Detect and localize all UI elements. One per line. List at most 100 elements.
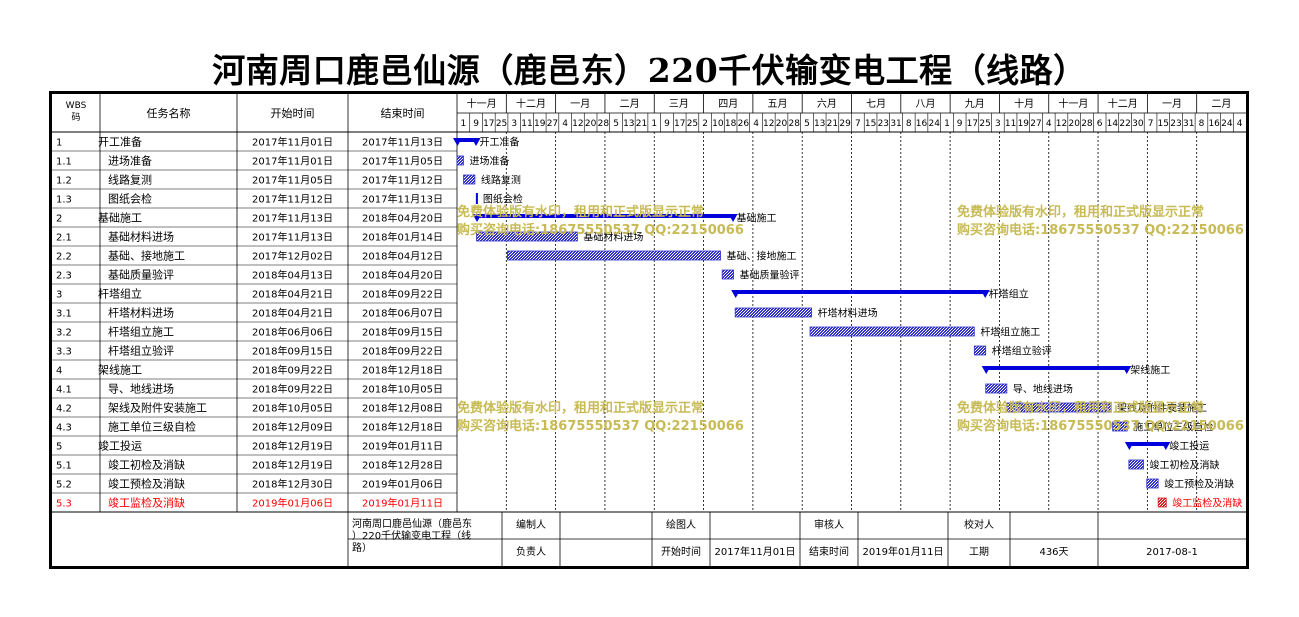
task-end: 2018年10月05日	[362, 383, 443, 396]
task-start: 2017年11月13日	[252, 212, 333, 225]
day-label: 24	[1221, 119, 1233, 129]
bar-label: 竣工投运	[1169, 440, 1209, 453]
task-name: 基础质量验评	[108, 268, 174, 282]
month-label: 八月	[915, 98, 935, 110]
watermark-line: 免费体验版有水印，租用和正式版显示正常	[957, 204, 1204, 220]
day-label: 20	[585, 119, 597, 129]
task-start: 2018年09月15日	[252, 345, 333, 358]
task-name: 图纸会检	[108, 192, 152, 206]
day-label: 3	[511, 119, 517, 129]
bar-label: 导、地线进场	[1013, 383, 1073, 396]
task-bar	[1006, 402, 1112, 413]
page-title: 河南周口鹿邑仙源（鹿邑东）220千伏输变电工程（线路）	[212, 51, 1087, 90]
task-end: 2019年01月06日	[362, 478, 443, 491]
task-start: 2018年04月21日	[252, 288, 333, 301]
month-label: 七月	[866, 98, 886, 110]
milestone-marker	[475, 193, 478, 204]
summary-bar	[985, 366, 1128, 370]
day-label: 4	[1046, 119, 1052, 129]
day-label: 7	[1148, 119, 1154, 129]
day-label: 29	[839, 119, 851, 129]
day-label: 1	[944, 119, 950, 129]
task-wbs: 3.3	[56, 347, 72, 358]
task-wbs: 1.2	[56, 176, 72, 187]
day-label: 28	[789, 119, 801, 129]
day-label: 13	[814, 119, 825, 129]
day-label: 27	[547, 119, 558, 129]
task-bar	[809, 326, 975, 337]
month-label: 四月	[718, 98, 738, 110]
day-label: 20	[776, 119, 788, 129]
bar-label: 施工单位三级自检	[1133, 421, 1213, 434]
task-end: 2018年04月12日	[362, 250, 443, 263]
summary-start-cap	[731, 290, 741, 298]
day-label: 3	[995, 119, 1001, 129]
month-label: 十二月	[516, 97, 546, 110]
day-label: 22	[1119, 119, 1130, 129]
task-name: 基础施工	[98, 212, 142, 225]
bar-label: 竣工预检及消缺	[1164, 478, 1234, 491]
day-label: 26	[738, 119, 750, 129]
bar-label: 竣工监检及消缺	[1172, 497, 1242, 510]
day-label: 12	[763, 119, 774, 129]
month-label: 十月	[1014, 97, 1034, 110]
task-name: 杆塔组立验评	[108, 344, 174, 358]
task-name: 开工准备	[98, 135, 142, 149]
month-label: 一月	[1162, 98, 1182, 110]
day-label: 2	[702, 119, 708, 129]
task-name: 竣工预检及消缺	[108, 477, 185, 491]
task-start: 2018年06月06日	[252, 326, 333, 339]
task-wbs: 5.2	[56, 480, 72, 491]
watermark-line: 免费体验版有水印，租用和正式版显示正常	[457, 204, 704, 220]
bar-label: 进场准备	[470, 155, 510, 168]
summary-end-cap	[728, 214, 738, 222]
day-label: 15	[865, 119, 876, 129]
day-label: 31	[1183, 119, 1194, 129]
critical-task-bar	[1157, 497, 1167, 508]
footer-start-value: 2017年11月01日	[715, 545, 796, 558]
summary-bar	[1128, 442, 1167, 446]
day-label: 27	[1030, 119, 1041, 129]
footer-date-value: 2017-08-1	[1146, 547, 1198, 558]
task-end: 2018年04月20日	[362, 269, 443, 282]
footer-checker-label: 校对人	[964, 518, 994, 531]
bar-label: 线路复测	[481, 174, 521, 187]
task-bar	[973, 345, 987, 356]
task-bar	[985, 383, 1008, 394]
task-start: 2018年12月19日	[252, 440, 333, 453]
task-bar	[1112, 421, 1128, 432]
month-label: 六月	[817, 98, 837, 110]
month-label: 九月	[965, 98, 985, 110]
bar-label: 杆塔组立验评	[992, 345, 1052, 358]
footer-end-value: 2019年01月11日	[863, 545, 944, 558]
day-label: 8	[1199, 119, 1205, 129]
task-bar	[476, 231, 578, 242]
day-label: 24	[928, 119, 940, 129]
day-label: 25	[979, 119, 990, 129]
header-wbs-2: 码	[71, 112, 80, 123]
day-label: 4	[1237, 119, 1243, 129]
task-end: 2018年09月22日	[362, 288, 443, 301]
watermark-line: 购买咨询电话:18675550537 QQ:22150066	[957, 222, 1244, 238]
day-label: 12	[572, 119, 583, 129]
task-name: 竣工监检及消缺	[108, 496, 185, 510]
task-end: 2018年06月07日	[362, 307, 443, 320]
task-start: 2017年11月01日	[252, 155, 333, 168]
day-label: 8	[906, 119, 912, 129]
day-label: 19	[534, 119, 546, 129]
task-bar	[456, 155, 464, 166]
day-label: 14	[1107, 119, 1119, 129]
task-name: 竣工投运	[98, 439, 142, 453]
task-name: 架线及附件安装施工	[108, 401, 207, 415]
task-start: 2017年11月12日	[252, 193, 333, 206]
task-name: 线路复测	[108, 173, 152, 187]
bar-label: 杆塔组立	[989, 288, 1029, 301]
day-label: 4	[562, 119, 568, 129]
bar-label: 杆塔组立施工	[980, 326, 1040, 339]
day-label: 11	[1005, 119, 1016, 129]
task-name: 进场准备	[108, 154, 152, 168]
month-label: 二月	[1211, 98, 1231, 110]
day-label: 1	[651, 119, 657, 129]
task-bar	[1146, 478, 1159, 489]
footer-owner-label: 负责人	[516, 545, 546, 558]
